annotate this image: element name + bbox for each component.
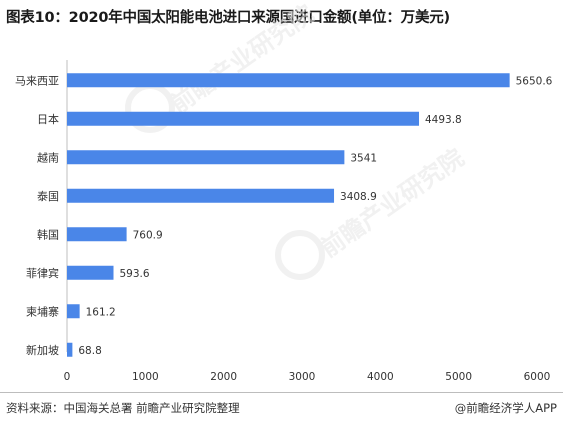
bar <box>67 227 127 242</box>
value-label: 68.8 <box>78 345 101 357</box>
x-tick-label: 2000 <box>210 371 237 383</box>
bar <box>67 304 80 319</box>
category-label: 越南 <box>37 150 59 164</box>
value-label: 3541 <box>350 152 377 164</box>
bar <box>67 265 114 280</box>
bars-group: 马来西亚 5650.6 日本 4493.8 越南 3541 泰国 3408.9 韩国 760.9 菲… <box>15 73 553 357</box>
value-label: 5650.6 <box>516 75 553 87</box>
footer: 资料来源：中国海关总署 前瞻产业研究院整理 @前瞻经济学人APP <box>0 392 563 421</box>
bar <box>67 73 510 88</box>
x-tick-label: 1000 <box>132 371 159 383</box>
bar <box>67 111 420 126</box>
value-label: 3408.9 <box>340 191 377 203</box>
category-label: 菲律宾 <box>26 266 59 280</box>
category-label: 韩国 <box>37 227 59 241</box>
x-tick-label: 6000 <box>524 371 551 383</box>
x-tick-label: 5000 <box>445 371 472 383</box>
x-tick-label: 3000 <box>289 371 316 383</box>
category-label: 泰国 <box>37 189 59 203</box>
bar <box>67 150 345 165</box>
chart-title: 图表10：2020年中国太阳能电池进口来源国进口金额(单位：万美元) <box>6 10 450 26</box>
bar <box>67 188 335 203</box>
value-label: 593.6 <box>119 268 149 280</box>
category-label: 马来西亚 <box>15 74 59 87</box>
bar-chart: 马来西亚 5650.6 日本 4493.8 越南 3541 泰国 3408.9 韩国 760.9 菲… <box>15 60 553 383</box>
category-label: 柬埔寨 <box>26 304 59 318</box>
bar <box>67 342 73 357</box>
x-tick-label: 4000 <box>367 371 394 383</box>
source-note: 资料来源：中国海关总署 前瞻产业研究院整理 <box>6 401 240 415</box>
value-label: 4493.8 <box>425 114 462 126</box>
category-label: 日本 <box>37 112 59 126</box>
value-label: 161.2 <box>86 306 116 318</box>
category-label: 新加坡 <box>26 343 59 357</box>
brand-label: @前瞻经济学人APP <box>454 401 557 415</box>
value-label: 760.9 <box>133 229 163 241</box>
x-tick-label: 0 <box>64 371 71 383</box>
x-tick-labels: 0 1000 2000 3000 4000 5000 6000 <box>64 371 551 383</box>
